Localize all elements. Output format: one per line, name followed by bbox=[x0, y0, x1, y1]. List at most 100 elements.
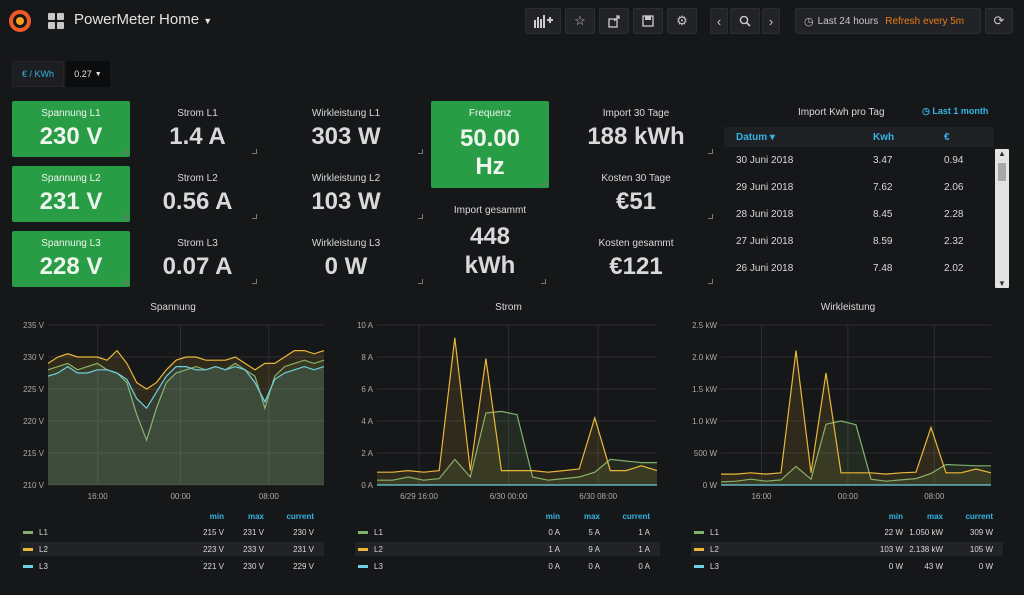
graph-title[interactable]: Spannung bbox=[150, 302, 196, 313]
legend-swatch[interactable] bbox=[23, 530, 33, 534]
legend-series-name[interactable]: L3 bbox=[39, 561, 48, 571]
table-row: 30 Juni 2018 3.47 0.94 bbox=[724, 147, 994, 174]
time-picker-button[interactable]: ◷ Last 24 hours Refresh every 5m bbox=[795, 8, 981, 34]
graph-plot[interactable]: 235 V 230 V 225 V 220 V 215 V 210 V 16:00 00:00… bbox=[12, 318, 334, 528]
resize-handle[interactable] bbox=[122, 149, 127, 154]
legend-series-name[interactable]: L1 bbox=[39, 527, 48, 537]
legend-column-header[interactable]: max bbox=[926, 512, 943, 521]
legend-column-header[interactable]: min bbox=[888, 512, 903, 521]
resize-handle[interactable] bbox=[708, 149, 713, 154]
legend-header: min max current bbox=[863, 512, 1003, 521]
resize-handle[interactable] bbox=[122, 279, 127, 284]
legend-column-header[interactable]: min bbox=[209, 512, 224, 521]
dashboard-title-dropdown[interactable]: PowerMeter Home ▼ bbox=[74, 11, 212, 28]
legend-column-header[interactable]: min bbox=[545, 512, 560, 521]
legend-column-header[interactable]: current bbox=[965, 512, 993, 521]
legend-swatch[interactable] bbox=[694, 530, 704, 534]
resize-handle[interactable] bbox=[418, 279, 423, 284]
column-header-datum[interactable]: Datum ▾ bbox=[736, 131, 775, 143]
stat-strom-l2[interactable]: Strom L2 0.56 A bbox=[135, 166, 260, 222]
stat-kosten-gesammt[interactable]: Kosten gesammt €121 bbox=[556, 231, 716, 287]
legend-series-name[interactable]: L1 bbox=[374, 527, 383, 537]
column-header-euro[interactable]: € bbox=[944, 131, 950, 143]
stat-strom-l3[interactable]: Strom L3 0.07 A bbox=[135, 231, 260, 287]
time-forward-button[interactable]: › bbox=[762, 8, 780, 34]
legend-swatch[interactable] bbox=[694, 547, 704, 551]
grafana-logo-icon[interactable] bbox=[8, 9, 32, 33]
stat-value: 230 V bbox=[39, 123, 103, 150]
table-scrollbar[interactable]: ▲ ▼ bbox=[995, 149, 1009, 288]
graph-panel-strom[interactable]: Strom 10 A 8 A 6 A 4 A 2 A 0 A 6/29 16:00 6/30 0… bbox=[347, 300, 670, 585]
stat-spannung-l3[interactable]: Spannung L3 228 V bbox=[12, 231, 130, 287]
legend-row[interactable]: L1 22 W 1.050 kW 309 W bbox=[691, 525, 1003, 539]
refresh-button[interactable]: ⟳ bbox=[985, 8, 1013, 34]
time-back-button[interactable]: ‹ bbox=[710, 8, 728, 34]
legend-series-name[interactable]: L3 bbox=[374, 561, 383, 571]
stat-spannung-l2[interactable]: Spannung L2 231 V bbox=[12, 166, 130, 222]
zoom-out-button[interactable] bbox=[730, 8, 760, 34]
legend-swatch[interactable] bbox=[694, 564, 704, 568]
legend-row[interactable]: L2 223 V 233 V 231 V bbox=[20, 542, 324, 556]
stat-strom-l1[interactable]: Strom L1 1.4 A bbox=[135, 101, 260, 157]
legend-row[interactable]: L2 103 W 2.138 kW 105 W bbox=[691, 542, 1003, 556]
legend-series-name[interactable]: L3 bbox=[710, 561, 719, 571]
legend-series-name[interactable]: L1 bbox=[710, 527, 719, 537]
legend-row[interactable]: L3 0 W 43 W 0 W bbox=[691, 559, 1003, 573]
table-panel-title[interactable]: Import Kwh pro Tag bbox=[798, 107, 885, 118]
legend-swatch[interactable] bbox=[358, 547, 368, 551]
scrollbar-thumb[interactable] bbox=[998, 163, 1006, 181]
stat-spannung-l1[interactable]: Spannung L1 230 V bbox=[12, 101, 130, 157]
graph-plot[interactable]: 2.5 kW 2.0 kW 1.5 kW 1.0 kW 500 W 0 W 16:00 00:… bbox=[683, 318, 1013, 528]
resize-handle[interactable] bbox=[541, 180, 546, 185]
settings-button[interactable]: ⚙ bbox=[667, 8, 697, 34]
x-tick-label: 6/29 16:00 bbox=[400, 492, 438, 501]
legend-row[interactable]: L3 0 A 0 A 0 A bbox=[355, 559, 660, 573]
add-panel-button[interactable] bbox=[525, 8, 561, 34]
share-button[interactable] bbox=[599, 8, 629, 34]
legend-row[interactable]: L1 0 A 5 A 1 A bbox=[355, 525, 660, 539]
legend-row[interactable]: L1 215 V 231 V 230 V bbox=[20, 525, 324, 539]
dashboard-grid-icon[interactable] bbox=[48, 13, 64, 29]
stat-wirkleistung-l2[interactable]: Wirkleistung L2 103 W bbox=[266, 166, 426, 222]
legend-series-name[interactable]: L2 bbox=[374, 544, 383, 554]
legend-column-header[interactable]: current bbox=[622, 512, 650, 521]
stat-import-30-tage[interactable]: Import 30 Tage 188 kWh bbox=[556, 101, 716, 157]
resize-handle[interactable] bbox=[122, 214, 127, 219]
star-button[interactable]: ☆ bbox=[565, 8, 595, 34]
stat-frequenz[interactable]: Frequenz 50.00 Hz bbox=[431, 101, 549, 188]
graph-title[interactable]: Strom bbox=[495, 302, 522, 313]
graph-title[interactable]: Wirkleistung bbox=[820, 302, 876, 313]
legend-series-name[interactable]: L2 bbox=[710, 544, 719, 554]
resize-handle[interactable] bbox=[252, 149, 257, 154]
scroll-up-icon[interactable]: ▲ bbox=[998, 149, 1006, 158]
legend-swatch[interactable] bbox=[358, 530, 368, 534]
resize-handle[interactable] bbox=[708, 279, 713, 284]
resize-handle[interactable] bbox=[252, 279, 257, 284]
graph-panel-spannung[interactable]: Spannung 235 V 230 V 225 V 220 V 215 V 210 V 16… bbox=[12, 300, 334, 585]
price-variable-select[interactable]: 0.27 ▼ bbox=[66, 61, 110, 87]
resize-handle[interactable] bbox=[418, 214, 423, 219]
stat-import-gesammt[interactable]: Import gesammt 448 kWh bbox=[431, 197, 549, 287]
stat-wirkleistung-l1[interactable]: Wirkleistung L1 303 W bbox=[266, 101, 426, 157]
legend-swatch[interactable] bbox=[358, 564, 368, 568]
legend-column-header[interactable]: current bbox=[286, 512, 314, 521]
legend-series-name[interactable]: L2 bbox=[39, 544, 48, 554]
legend-value: 0 A bbox=[548, 527, 560, 537]
resize-handle[interactable] bbox=[418, 149, 423, 154]
legend-row[interactable]: L3 221 V 230 V 229 V bbox=[20, 559, 324, 573]
save-button[interactable] bbox=[633, 8, 663, 34]
graph-plot[interactable]: 10 A 8 A 6 A 4 A 2 A 0 A 6/29 16:00 6/30 00:00 6… bbox=[347, 318, 670, 528]
column-header-kwh[interactable]: Kwh bbox=[873, 131, 895, 143]
stat-kosten-30-tage[interactable]: Kosten 30 Tage €51 bbox=[556, 166, 716, 222]
stat-wirkleistung-l3[interactable]: Wirkleistung L3 0 W bbox=[266, 231, 426, 287]
resize-handle[interactable] bbox=[708, 214, 713, 219]
resize-handle[interactable] bbox=[541, 279, 546, 284]
resize-handle[interactable] bbox=[252, 214, 257, 219]
legend-swatch[interactable] bbox=[23, 547, 33, 551]
graph-panel-wirkleistung[interactable]: Wirkleistung 2.5 kW 2.0 kW 1.5 kW 1.0 kW 500 … bbox=[683, 300, 1013, 585]
legend-column-header[interactable]: max bbox=[583, 512, 600, 521]
scroll-down-icon[interactable]: ▼ bbox=[998, 279, 1006, 288]
legend-column-header[interactable]: max bbox=[247, 512, 264, 521]
legend-row[interactable]: L2 1 A 9 A 1 A bbox=[355, 542, 660, 556]
legend-swatch[interactable] bbox=[23, 564, 33, 568]
